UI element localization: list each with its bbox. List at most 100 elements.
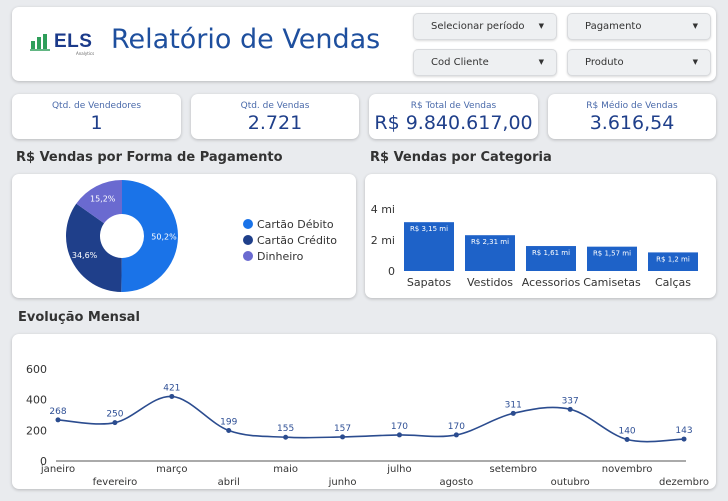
- data-point[interactable]: [55, 417, 61, 423]
- legend-item-dinheiro: Dinheiro: [243, 248, 337, 264]
- y-tick-label: 200: [26, 424, 47, 437]
- y-tick-label: 400: [26, 394, 47, 407]
- header-card: ELS Analytics Relatório de Vendas Seleci…: [12, 7, 716, 81]
- x-tick-label: janeiro: [40, 464, 75, 475]
- period-filter-label: Selecionar período: [431, 21, 525, 32]
- product-filter-label: Produto: [585, 57, 624, 68]
- kpi-value: 2.721: [247, 112, 303, 134]
- caret-down-icon: ▼: [692, 22, 698, 30]
- legend-dot: [243, 219, 253, 229]
- donut-slice-label: 15,2%: [90, 195, 116, 204]
- caret-down-icon: ▼: [692, 58, 698, 66]
- monthly-line-chart: 0 200 400 600 268 janeiro 250 fevereiro 421 março…: [26, 363, 709, 488]
- monthly-chart-card: 0 200 400 600 268 janeiro 250 fevereiro 421 março…: [12, 334, 716, 489]
- x-tick-label: abril: [218, 477, 240, 488]
- data-point[interactable]: [453, 432, 459, 438]
- x-tick-label: novembro: [602, 464, 653, 475]
- y-tick-label: 600: [26, 363, 47, 376]
- kpi-value: R$ 9.840.617,00: [374, 112, 533, 134]
- x-tick-label: março: [156, 464, 187, 475]
- data-point[interactable]: [340, 434, 346, 440]
- category-bar[interactable]: [404, 222, 454, 271]
- data-point[interactable]: [681, 436, 687, 442]
- period-filter[interactable]: Selecionar período ▼: [413, 13, 557, 40]
- donut-slice[interactable]: [121, 180, 178, 292]
- x-tick-label: Camisetas: [583, 276, 641, 289]
- category-bar[interactable]: [648, 252, 698, 271]
- monthly-series-line: [57, 395, 685, 443]
- legend-dot: [243, 235, 253, 245]
- data-point-label: 421: [163, 383, 180, 393]
- category-section-title: R$ Vendas por Categoria: [370, 150, 552, 165]
- data-point-label: 199: [220, 417, 237, 427]
- els-logo: ELS Analytics: [30, 31, 94, 56]
- legend-item-credito: Cartão Crédito: [243, 232, 337, 248]
- category-bar[interactable]: [465, 235, 515, 271]
- data-point[interactable]: [226, 427, 232, 433]
- data-point-label: 143: [675, 426, 692, 436]
- x-tick-label: junho: [328, 477, 357, 488]
- payment-donut-chart: 50,2% 34,6% 15,2%: [66, 180, 178, 292]
- kpi-sales-count: Qtd. de Vendas 2.721: [191, 94, 359, 139]
- y-tick-label: 0: [388, 265, 395, 278]
- kpi-total-sales: R$ Total de Vendas R$ 9.840.617,00: [369, 94, 538, 139]
- x-tick-label: fevereiro: [93, 477, 138, 488]
- kpi-label: R$ Total de Vendas: [410, 101, 497, 111]
- category-bar[interactable]: [587, 246, 637, 271]
- category-chart-card: 0 2 mi 4 mi R$ 3,15 mi Sapatos R$ 2,31 mi Vest…: [365, 174, 716, 298]
- x-tick-label: agosto: [439, 477, 473, 488]
- category-bar[interactable]: [526, 246, 576, 271]
- x-tick-label: Sapatos: [407, 276, 451, 289]
- bar-value-label: R$ 2,31 mi: [471, 238, 509, 246]
- bar-value-label: R$ 1,2 mi: [656, 255, 690, 263]
- data-point-label: 170: [448, 422, 465, 432]
- donut-slice-label: 50,2%: [151, 232, 177, 241]
- x-tick-label: Calças: [655, 276, 691, 289]
- client-code-filter[interactable]: Cod Cliente ▼: [413, 49, 557, 76]
- x-tick-label: Acessorios: [522, 276, 581, 289]
- kpi-average-sales: R$ Médio de Vendas 3.616,54: [548, 94, 716, 139]
- data-point[interactable]: [169, 393, 175, 399]
- page-title: Relatório de Vendas: [111, 24, 381, 55]
- payment-section-title: R$ Vendas por Forma de Pagamento: [16, 150, 283, 165]
- donut-slice[interactable]: [76, 180, 122, 224]
- product-filter[interactable]: Produto ▼: [567, 49, 711, 76]
- legend-dot: [243, 251, 253, 261]
- payment-filter-label: Pagamento: [585, 21, 642, 32]
- data-point-label: 140: [618, 427, 635, 437]
- bar-value-label: R$ 3,15 mi: [410, 225, 448, 233]
- caret-down-icon: ▼: [538, 58, 544, 66]
- data-point-label: 268: [49, 407, 66, 417]
- kpi-value: 3.616,54: [589, 112, 675, 134]
- kpi-sellers: Qtd. de Vendedores 1: [12, 94, 181, 139]
- data-point[interactable]: [283, 434, 289, 440]
- x-tick-label: outubro: [551, 477, 590, 488]
- donut-slice[interactable]: [66, 203, 122, 292]
- logo-chart-icon: [30, 34, 50, 51]
- legend-label: Dinheiro: [257, 249, 304, 263]
- data-point[interactable]: [567, 406, 573, 412]
- bar-value-label: R$ 1,61 mi: [532, 249, 570, 257]
- data-point[interactable]: [510, 410, 516, 416]
- data-point[interactable]: [624, 437, 630, 443]
- client-code-filter-label: Cod Cliente: [431, 57, 489, 68]
- y-tick-label: 4 mi: [371, 203, 395, 216]
- data-point[interactable]: [396, 432, 402, 438]
- x-tick-label: dezembro: [659, 477, 709, 488]
- legend-label: Cartão Crédito: [257, 233, 338, 247]
- monthly-section-title: Evolução Mensal: [18, 310, 140, 325]
- bar-value-label: R$ 1,57 mi: [593, 250, 631, 258]
- kpi-label: Qtd. de Vendas: [240, 101, 310, 111]
- payment-legend: Cartão Débito Cartão Crédito Dinheiro: [243, 216, 337, 264]
- data-point-label: 250: [106, 410, 123, 420]
- kpi-label: Qtd. de Vendedores: [51, 101, 142, 111]
- legend-label: Cartão Débito: [257, 217, 334, 231]
- kpi-value: 1: [90, 112, 103, 134]
- data-point[interactable]: [112, 420, 118, 426]
- data-point-label: 170: [391, 422, 408, 432]
- caret-down-icon: ▼: [538, 22, 544, 30]
- category-bar-chart: 0 2 mi 4 mi R$ 3,15 mi Sapatos R$ 2,31 mi Vest…: [371, 203, 698, 289]
- x-tick-label: setembro: [489, 464, 537, 475]
- data-point-label: 311: [505, 400, 522, 410]
- payment-filter[interactable]: Pagamento ▼: [567, 13, 711, 40]
